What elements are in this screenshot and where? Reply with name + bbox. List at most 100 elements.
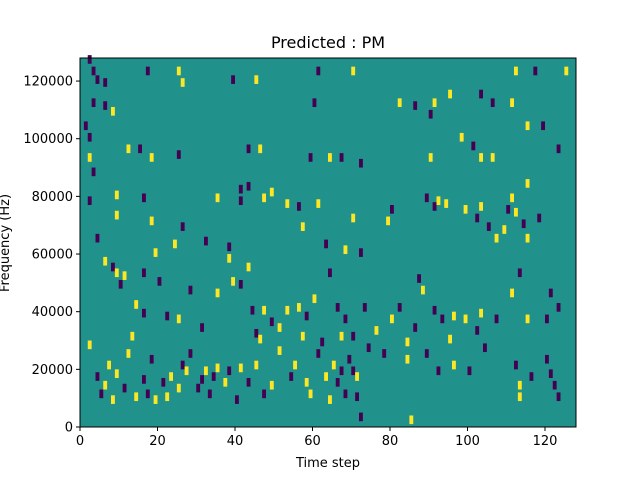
heatmap-cell — [250, 305, 255, 315]
heatmap-cell — [548, 288, 553, 298]
heatmap-cell — [188, 285, 193, 295]
heatmap-cell — [463, 314, 468, 324]
heatmap-cell — [126, 144, 131, 154]
heatmap-cell — [452, 311, 456, 321]
heatmap-cell — [258, 334, 263, 344]
heatmap-cell — [486, 222, 491, 231]
heatmap-cell — [254, 360, 259, 370]
heatmap-cell — [397, 303, 402, 312]
y-tick-label: 60000 — [32, 248, 73, 263]
heatmap-cell — [114, 210, 119, 220]
heatmap-cell — [525, 121, 530, 131]
heatmap-cell — [506, 205, 511, 214]
heatmap-cell — [114, 268, 119, 278]
heatmap-cell — [359, 412, 363, 422]
x-tick-label: 80 — [382, 434, 399, 449]
heatmap-cell — [386, 216, 390, 226]
heatmap-cell — [471, 141, 476, 151]
heatmap-cell — [382, 349, 387, 358]
heatmap-cell — [262, 305, 266, 315]
heatmap-cell — [397, 98, 402, 108]
heatmap-cell — [432, 98, 437, 108]
heatmap-cell — [432, 202, 437, 211]
heatmap-cell — [87, 132, 92, 142]
heatmap-cell — [328, 153, 332, 162]
y-axis: 0 20000 40000 60000 80000 100000 120000 — [23, 75, 80, 436]
heatmap-cell — [359, 248, 363, 257]
heatmap-cell — [483, 343, 487, 353]
heatmap-cell — [297, 202, 301, 211]
heatmap-cell — [196, 383, 201, 393]
heatmap-cell — [277, 323, 282, 332]
heatmap-cell — [351, 213, 356, 223]
heatmap-cell — [176, 66, 181, 76]
heatmap-cell — [238, 363, 243, 373]
heatmap-cell — [316, 199, 321, 208]
heatmap-cell — [215, 193, 220, 203]
heatmap-cell — [510, 98, 514, 108]
heatmap-cell — [103, 256, 108, 266]
heatmap-cell — [362, 303, 367, 312]
heatmap-cell — [351, 366, 356, 376]
heatmap-cell — [421, 285, 425, 295]
heatmap-cell — [142, 308, 146, 318]
heatmap-cell — [204, 366, 208, 376]
heatmap-cell — [545, 314, 549, 324]
y-tick-label: 20000 — [32, 363, 73, 378]
y-tick-label: 120000 — [23, 75, 73, 90]
heatmap-cell — [413, 323, 418, 332]
heatmap-cell — [238, 279, 243, 289]
heatmap-cell — [390, 205, 394, 214]
heatmap-cell — [161, 377, 166, 387]
heatmap-cell — [316, 349, 321, 358]
heatmap-cell — [122, 271, 127, 280]
heatmap-cell — [436, 366, 441, 376]
heatmap-cell — [440, 314, 445, 324]
heatmap-cell — [390, 314, 394, 324]
heatmap-cell — [444, 199, 449, 208]
heatmap-cell — [490, 98, 495, 108]
heatmap-cell — [180, 78, 185, 87]
heatmap-cell — [494, 314, 499, 324]
heatmap-cell — [262, 389, 266, 399]
heatmap-cell — [215, 288, 220, 298]
heatmap-cell — [424, 193, 429, 203]
heatmap-cell — [436, 196, 441, 206]
x-tick-label: 40 — [227, 434, 244, 449]
heatmap-cell — [339, 153, 344, 162]
x-tick-label: 20 — [149, 434, 166, 449]
heatmap-cell — [258, 144, 263, 154]
heatmap-cell — [405, 354, 410, 364]
heatmap-cell — [200, 323, 204, 332]
heatmap-cell — [91, 98, 96, 108]
heatmap-cell — [145, 66, 150, 76]
heatmap-cell — [556, 392, 561, 402]
heatmap-cell — [293, 360, 297, 370]
heatmap-cell — [351, 66, 356, 76]
heatmap-cell — [149, 153, 154, 162]
x-tick-label: 60 — [304, 434, 321, 449]
heatmap-cell — [517, 380, 522, 390]
heatmap-cell — [525, 314, 530, 324]
y-tick-label: 100000 — [23, 132, 73, 147]
heatmap-cell — [180, 360, 185, 370]
heatmap-cell — [176, 314, 181, 324]
heatmap-cell — [448, 334, 452, 344]
heatmap-cell — [277, 346, 282, 355]
heatmap-cell — [246, 377, 251, 387]
heatmap-cell — [165, 392, 170, 402]
heatmap-cell — [374, 326, 379, 335]
heatmap-cell — [126, 349, 131, 358]
heatmap-cell — [169, 372, 173, 381]
heatmap-cell — [111, 262, 115, 272]
heatmap-cell — [134, 300, 139, 309]
heatmap-cell — [479, 153, 483, 162]
heatmap-cell — [533, 66, 538, 76]
heatmap-cell — [149, 216, 154, 226]
heatmap-cell — [114, 190, 119, 200]
heatmap-cell — [366, 343, 371, 353]
heatmap-cell — [134, 392, 139, 402]
heatmap-cell — [432, 305, 437, 315]
heatmap-cell — [537, 213, 542, 223]
heatmap-cell — [556, 144, 561, 154]
